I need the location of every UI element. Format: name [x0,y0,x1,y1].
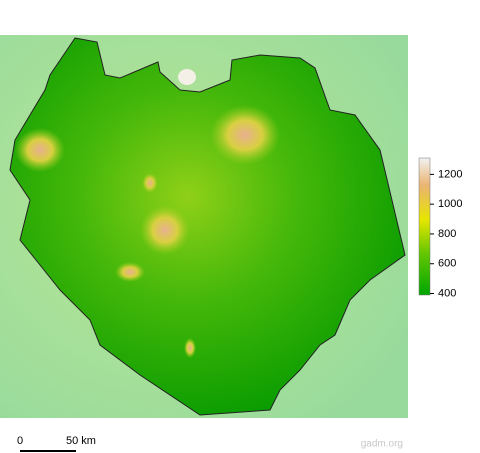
highlands [15,69,280,358]
region [9,37,406,416]
credit: gadm.org [361,439,403,450]
scale-start: 0 [17,435,23,447]
legend-tick-label: 1200 [438,168,462,180]
legend-tick-label: 600 [438,258,456,270]
legend: 400 600 800 1000 1200 [430,168,462,299]
legend-tick-label: 1000 [438,198,462,210]
scale-end: 50 km [66,435,96,447]
legend-tick-label: 400 [438,287,456,299]
colorbar [418,157,431,296]
legend-tick-label: 800 [438,228,456,240]
